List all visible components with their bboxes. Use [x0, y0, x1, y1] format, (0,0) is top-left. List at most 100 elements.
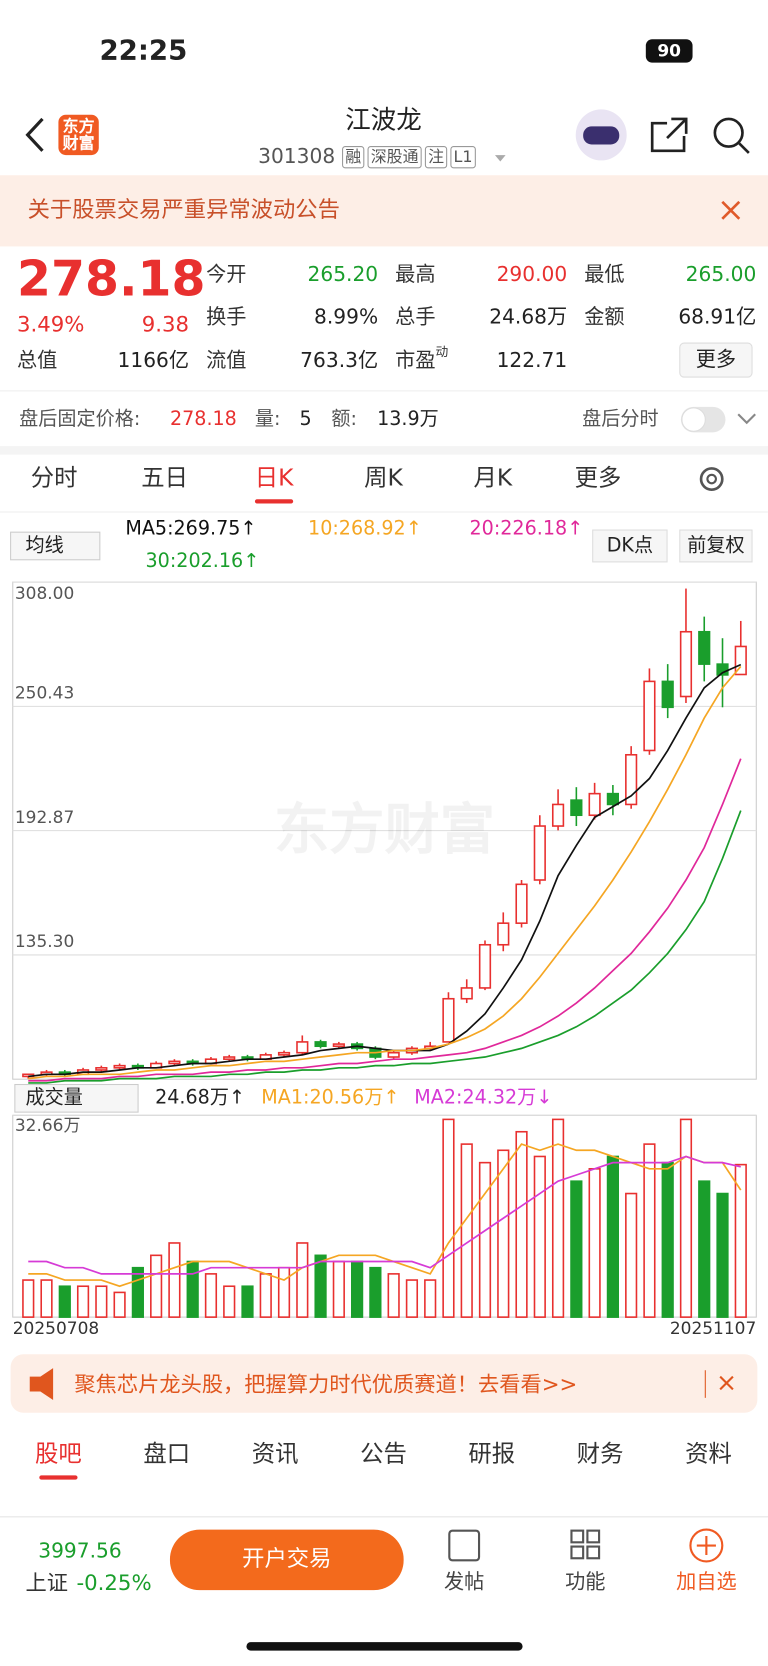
action-label[interactable]: 功能: [565, 1570, 606, 1594]
volume-bar: [259, 1273, 272, 1318]
ma-select-text[interactable]: 均线: [25, 534, 64, 557]
promo-bar[interactable]: [10, 1354, 758, 1413]
notice-bar[interactable]: [0, 175, 768, 247]
field-label: 市盈: [395, 348, 436, 373]
stock-name: 江波龙: [345, 105, 422, 135]
close-promo[interactable]: [719, 1375, 734, 1391]
post-icon[interactable]: [448, 1529, 481, 1562]
volume-select-text[interactable]: 成交量: [25, 1086, 83, 1109]
volume-bar: [533, 1155, 546, 1318]
dk-button[interactable]: [592, 529, 668, 563]
candle-body: [168, 1060, 181, 1065]
after-hours-price: 278.18: [169, 407, 237, 431]
ma-legend: MA5:269.75↑: [125, 517, 257, 540]
volume-bar: [497, 1149, 510, 1318]
volume-bar: [223, 1285, 236, 1318]
volume-bar: [424, 1279, 437, 1318]
tag: 融: [342, 146, 365, 169]
robot-face: [583, 126, 620, 145]
megaphone-icon: [29, 1368, 54, 1400]
field-value: 68.91亿: [678, 305, 757, 329]
tab[interactable]: 日K: [254, 465, 294, 492]
bottom-tab[interactable]: 研报: [468, 1441, 516, 1468]
battery-level: 90: [657, 40, 682, 61]
notice-text[interactable]: 关于股票交易严重异常波动公告: [27, 197, 340, 223]
field-value: 8.99%: [314, 305, 379, 329]
toggle-knob: [681, 407, 706, 432]
index-value: 3997.56: [38, 1539, 122, 1564]
search-handle: [738, 142, 750, 154]
volume-ma-line: [28, 1155, 741, 1275]
dk-text[interactable]: DK点: [606, 534, 654, 557]
field-value: 122.71: [496, 348, 568, 373]
volume-bar: [131, 1266, 144, 1318]
volume-bar: [515, 1130, 528, 1318]
search-icon[interactable]: [713, 117, 744, 148]
bottom-tab[interactable]: 盘口: [143, 1441, 191, 1468]
field-label: 换手: [206, 305, 247, 329]
add-icon[interactable]: [689, 1528, 724, 1563]
ma-legend: 20:226.18↑: [469, 517, 584, 540]
tab[interactable]: 月K: [473, 465, 513, 492]
bottom-tab[interactable]: 公告: [360, 1441, 407, 1468]
tab[interactable]: 分时: [30, 465, 78, 492]
volume-bar: [369, 1266, 382, 1318]
volume-bar: [22, 1279, 35, 1318]
divider: [0, 446, 768, 455]
close-notice[interactable]: [721, 200, 741, 220]
adjust-text[interactable]: 前复权: [687, 534, 745, 557]
home-indicator: [246, 1642, 523, 1651]
trade-button[interactable]: [169, 1529, 404, 1591]
tab[interactable]: 五日: [141, 465, 189, 492]
field-value: 265.00: [685, 262, 757, 287]
field-value: 763.3亿: [300, 348, 379, 373]
adjust-button[interactable]: [679, 529, 753, 563]
tab[interactable]: 更多: [574, 465, 622, 492]
action-label[interactable]: 发帖: [443, 1570, 485, 1594]
dropdown-icon[interactable]: [494, 155, 506, 162]
share-icon[interactable]: [650, 117, 688, 153]
bottom-tab[interactable]: 财务: [576, 1441, 624, 1468]
candle-body: [332, 1043, 345, 1048]
field-label: 总值: [16, 348, 58, 373]
volume-bar: [95, 1285, 108, 1318]
y-tick-label: 192.87: [15, 808, 74, 828]
field-label: 流值: [206, 348, 247, 373]
after-hours-volume: 5: [299, 407, 312, 431]
back-icon[interactable]: [25, 117, 44, 152]
more-text[interactable]: 更多: [695, 347, 737, 372]
volume-select[interactable]: [14, 1083, 139, 1113]
bottom-tab[interactable]: 资讯: [251, 1441, 299, 1468]
volume-bar: [58, 1285, 71, 1318]
tab-underline: [254, 499, 294, 504]
candle-body: [551, 803, 565, 827]
y-tick-label: 250.43: [15, 684, 74, 704]
volume-bar: [405, 1279, 419, 1318]
volume-ma-legend: MA2:24.32万↓: [414, 1086, 553, 1109]
volume-bar: [113, 1291, 126, 1318]
bottom-tab[interactable]: 资料: [685, 1441, 732, 1468]
candle-body: [588, 792, 601, 817]
volume-bar: [40, 1279, 53, 1318]
func-icon[interactable]: [570, 1529, 585, 1544]
after-hours-amount-label: 额:: [331, 407, 357, 431]
after-hours-amount: 13.9万: [377, 407, 439, 431]
volume-bar: [277, 1266, 291, 1318]
ma-select[interactable]: [10, 531, 101, 561]
candle-body: [679, 630, 693, 698]
candle-body: [625, 753, 638, 806]
ma-line: [28, 665, 742, 1080]
action-label[interactable]: 加自选: [676, 1570, 737, 1594]
x-tick-label: 20250708: [13, 1319, 99, 1339]
volume-bar: [241, 1285, 254, 1318]
volume-bar: [643, 1143, 656, 1318]
expand-icon[interactable]: [737, 413, 756, 425]
promo-text[interactable]: 聚焦芯片龙头股，把握算力时代优质赛道！去看看>>: [74, 1371, 578, 1397]
field-value: 1166亿: [117, 348, 190, 373]
more-button[interactable]: [679, 342, 753, 378]
settings-icon[interactable]: [699, 467, 724, 492]
after-hours-intraday: 盘后分时: [582, 407, 659, 431]
bottom-tab[interactable]: 股吧: [35, 1441, 82, 1468]
trade-text[interactable]: 开户交易: [242, 1546, 332, 1572]
tab[interactable]: 周K: [364, 465, 403, 492]
